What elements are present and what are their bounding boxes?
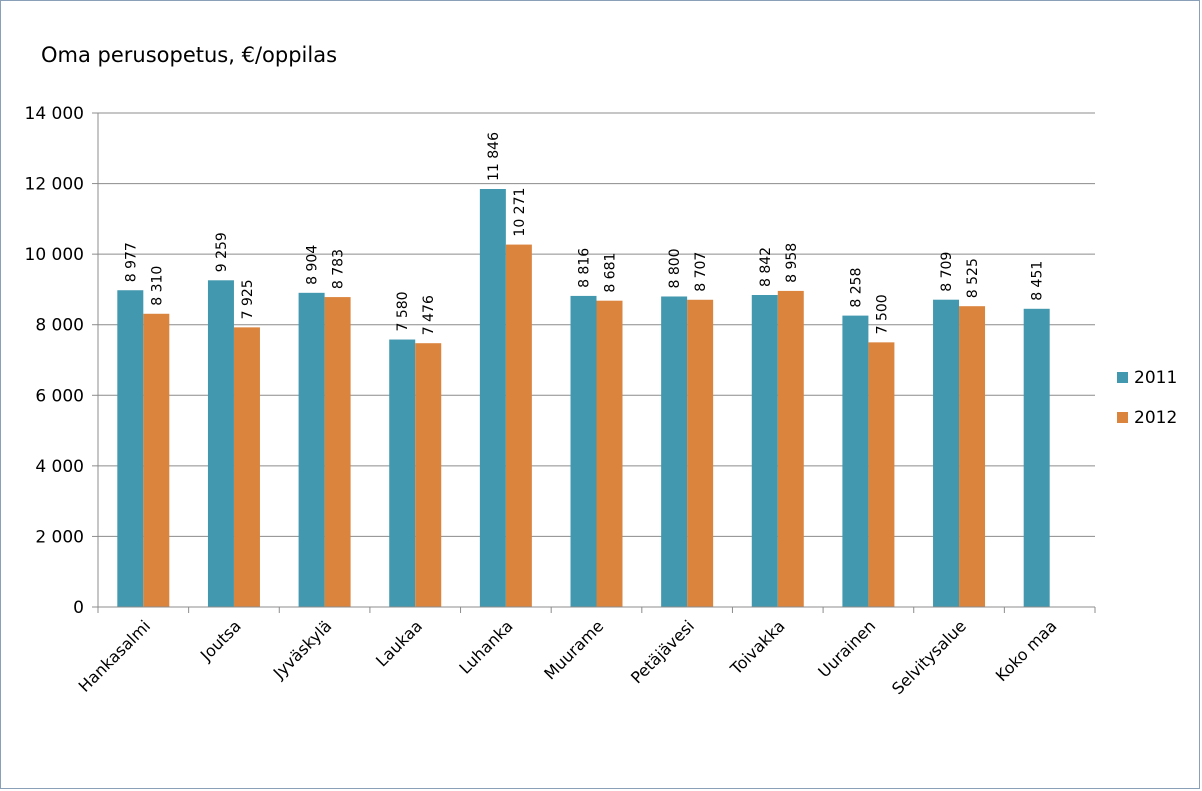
bar-2011 — [207, 280, 234, 607]
y-tick-label: 14 000 — [25, 104, 84, 124]
bar-2012 — [233, 327, 260, 607]
data-label: 8 310 — [149, 266, 165, 306]
bar-2011 — [1023, 308, 1050, 607]
category-label: Petäjävesi — [627, 616, 698, 687]
y-tick-label: 4 000 — [35, 457, 84, 477]
category-label: Luhanka — [455, 616, 516, 677]
data-label: 7 580 — [395, 291, 411, 331]
category-label: Hankasalmi — [75, 616, 154, 695]
y-tick-label: 0 — [73, 598, 84, 618]
data-label: 8 842 — [758, 247, 774, 287]
legend-swatch-2011 — [1117, 372, 1128, 383]
category-label: Selvitysalue — [888, 616, 970, 698]
y-tick-label: 10 000 — [25, 245, 84, 265]
bar-2011 — [933, 299, 960, 607]
data-label: 8 783 — [331, 249, 347, 289]
axes — [97, 113, 1096, 613]
data-label: 8 525 — [965, 258, 981, 298]
bar-2011 — [570, 295, 597, 607]
bar-2012 — [415, 343, 442, 607]
chart-title: Oma perusopetus, €/oppilas — [41, 43, 338, 67]
data-label: 8 958 — [784, 243, 800, 283]
bar-2012 — [687, 299, 714, 607]
data-label: 8 707 — [693, 252, 709, 292]
data-label: 8 816 — [577, 248, 593, 288]
data-label: 8 904 — [305, 245, 321, 285]
category-label: Laukaa — [372, 616, 426, 670]
bars — [117, 189, 1050, 607]
bar-2011 — [298, 292, 325, 607]
bar-2012 — [143, 313, 170, 607]
data-label: 8 977 — [123, 242, 139, 282]
bar-2011 — [751, 295, 778, 607]
data-label: 8 709 — [939, 252, 955, 292]
bar-2012 — [596, 300, 623, 607]
y-axis-ticks: 0 2 000 4 000 6 000 8 000 10 000 12 000 14 000 — [25, 104, 98, 618]
y-tick-label: 6 000 — [35, 386, 84, 406]
legend-label: 2012 — [1134, 408, 1177, 428]
category-label: Jyväskylä — [269, 616, 336, 683]
legend-label: 2011 — [1134, 368, 1177, 388]
bar-2012 — [868, 342, 895, 607]
category-label: Toivakka — [726, 616, 789, 679]
data-label: 8 800 — [667, 248, 683, 288]
bar-2011 — [389, 339, 416, 607]
legend-swatch-2012 — [1117, 412, 1128, 423]
category-label: Joutsa — [196, 616, 245, 665]
bar-2012 — [777, 290, 804, 607]
y-tick-label: 2 000 — [35, 527, 84, 547]
category-labels: Hankasalmi Joutsa Jyväskylä Laukaa Luhanka Mu… — [75, 616, 1061, 698]
data-label: 7 476 — [421, 295, 437, 335]
bar-2011 — [479, 189, 506, 607]
bar-2011 — [661, 296, 688, 607]
category-label: Uurainen — [814, 616, 879, 681]
category-label: Muurame — [540, 616, 607, 683]
data-label: 10 271 — [512, 188, 528, 237]
data-label: 9 259 — [214, 232, 230, 272]
y-tick-label: 8 000 — [35, 316, 84, 336]
data-label: 7 500 — [874, 294, 890, 334]
bar-2012 — [959, 306, 986, 607]
bar-2012 — [505, 244, 532, 607]
data-label: 8 451 — [1030, 261, 1046, 301]
y-tick-label: 12 000 — [25, 175, 84, 195]
data-label: 11 846 — [486, 132, 502, 181]
category-label: Koko maa — [992, 616, 1061, 685]
data-labels: 8 977 8 310 9 259 7 925 8 904 8 783 7 580 7 476… — [123, 132, 1045, 335]
data-label: 8 681 — [603, 253, 619, 293]
bar-2012 — [324, 297, 351, 607]
bar-2011 — [842, 315, 869, 607]
legend: 2011 2012 — [1117, 368, 1177, 428]
bar-2011 — [117, 290, 144, 607]
data-label: 7 925 — [240, 279, 256, 319]
data-label: 8 258 — [848, 268, 864, 308]
